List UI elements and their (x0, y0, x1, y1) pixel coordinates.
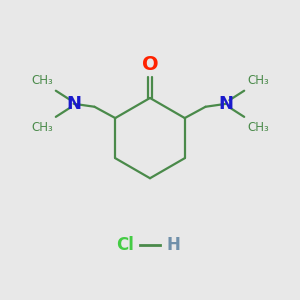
Text: H: H (166, 236, 180, 254)
Text: CH₃: CH₃ (247, 121, 269, 134)
Text: O: O (142, 55, 158, 74)
Text: N: N (219, 95, 234, 113)
Text: Cl: Cl (116, 236, 134, 254)
Text: CH₃: CH₃ (31, 74, 53, 87)
Text: CH₃: CH₃ (247, 74, 269, 87)
Text: CH₃: CH₃ (31, 121, 53, 134)
Text: N: N (66, 95, 81, 113)
